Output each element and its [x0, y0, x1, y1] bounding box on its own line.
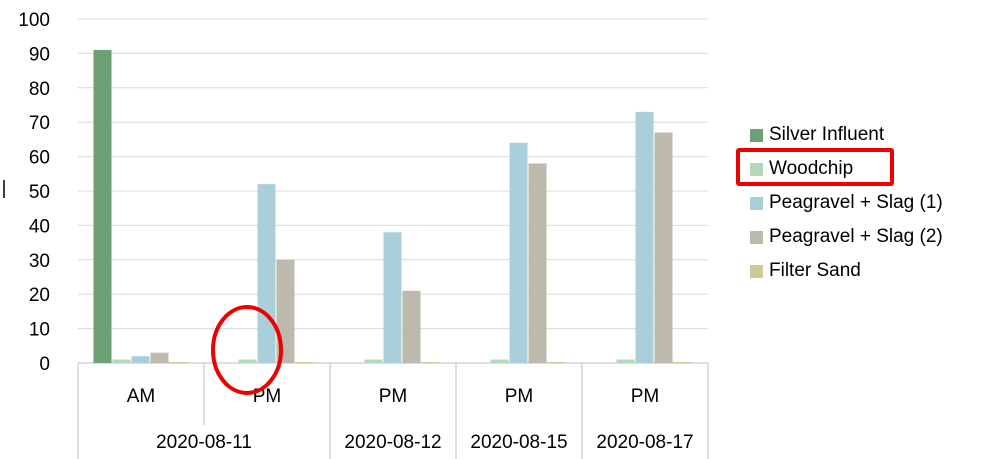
- bar-filter-sand: [547, 361, 566, 363]
- bar-filter-sand: [421, 361, 440, 363]
- y-tick-label: 100: [18, 10, 50, 31]
- legend-label: Peagravel + Slag (1): [769, 192, 943, 213]
- legend-label: Silver Influent: [769, 124, 885, 145]
- y-tick-label: 90: [29, 44, 50, 65]
- x-group-label: 2020-08-17: [596, 432, 693, 453]
- legend-label: Woodchip: [769, 158, 854, 179]
- bar-peagravel-slag-2: [528, 163, 547, 363]
- bar-peagravel-slag-1: [383, 232, 402, 363]
- legend-swatch: [750, 230, 763, 244]
- x-category-label: PM: [505, 386, 534, 407]
- legend-item: Silver Influent: [750, 118, 943, 152]
- bar-peagravel-slag-2: [150, 352, 169, 363]
- legend-item: Filter Sand: [750, 254, 943, 288]
- bar-woodchip: [490, 359, 509, 363]
- bar-peagravel-slag-1: [509, 142, 528, 363]
- bar-woodchip: [112, 359, 131, 363]
- y-tick-label: 0: [39, 354, 50, 375]
- x-group-label: 2020-08-12: [344, 432, 441, 453]
- bar-woodchip: [364, 359, 383, 363]
- legend-swatch: [750, 162, 763, 176]
- x-group-label: 2020-08-11: [156, 432, 252, 453]
- x-group-label: 2020-08-15: [470, 432, 567, 453]
- bar-peagravel-slag-1: [635, 111, 654, 363]
- y-tick-label: 80: [29, 79, 50, 100]
- bar-silver-influent: [93, 49, 112, 364]
- y-tick-label: 60: [29, 148, 50, 169]
- x-category-label: PM: [631, 386, 660, 407]
- bar-filter-sand: [673, 361, 692, 363]
- bar-peagravel-slag-1: [131, 356, 150, 363]
- bar-woodchip: [616, 359, 635, 363]
- legend-swatch: [750, 264, 763, 278]
- legend-label: Filter Sand: [769, 260, 861, 281]
- bar-woodchip: [238, 359, 257, 363]
- y-tick-label: 50: [29, 182, 50, 203]
- bar-peagravel-slag-2: [402, 290, 421, 363]
- legend-item: Peagravel + Slag (2): [750, 220, 943, 254]
- x-category-label: AM: [127, 386, 156, 407]
- legend-item: Peagravel + Slag (1): [750, 186, 943, 220]
- bar-peagravel-slag-1: [257, 184, 276, 363]
- legend-swatch: [750, 196, 763, 210]
- y-tick-label: 40: [29, 216, 50, 237]
- bar-filter-sand: [295, 361, 314, 363]
- y-tick-label: 70: [29, 113, 50, 134]
- legend: Silver Influent Woodchip Peagravel + Slag …: [736, 118, 943, 288]
- highlight-ellipse: [211, 305, 283, 395]
- y-tick-label: 20: [29, 285, 50, 306]
- legend-swatch: [750, 128, 763, 142]
- x-category-label: PM: [379, 386, 408, 407]
- legend-label: Peagravel + Slag (2): [769, 226, 943, 247]
- legend-item: Woodchip: [736, 148, 943, 186]
- y-tick-label: 30: [29, 251, 50, 272]
- bar-filter-sand: [169, 361, 188, 363]
- bar-peagravel-slag-2: [654, 132, 673, 363]
- y-tick-label: 10: [29, 320, 50, 341]
